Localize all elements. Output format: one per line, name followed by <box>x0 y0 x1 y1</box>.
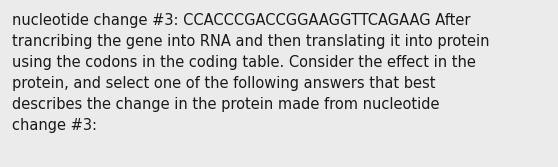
Text: nucleotide change #3: CCACCCGACCGGAAGGTTCAGAAG After
trancribing the gene into R: nucleotide change #3: CCACCCGACCGGAAGGTT… <box>12 13 489 133</box>
